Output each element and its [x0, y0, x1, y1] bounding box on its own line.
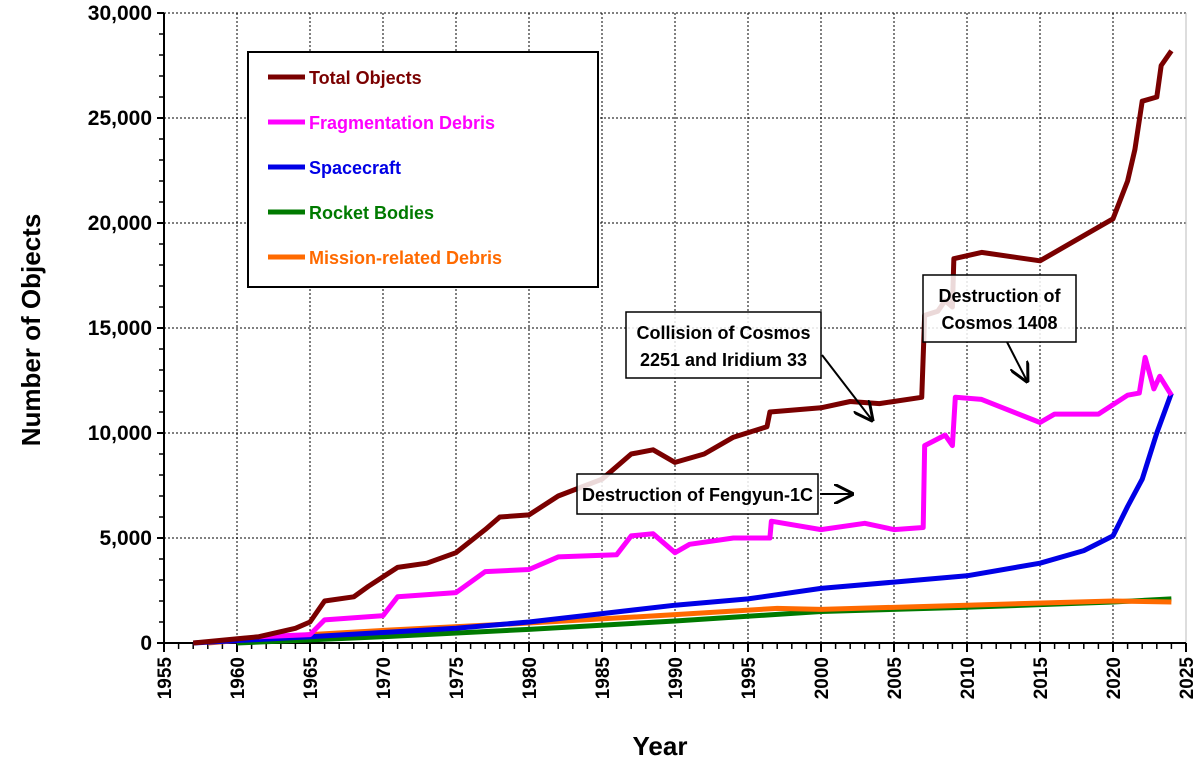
x-tick-label: 1980 — [520, 657, 541, 699]
x-tick-label: 2010 — [958, 657, 979, 699]
annotation-box — [922, 274, 1077, 343]
x-tick-label: 2000 — [812, 657, 833, 699]
x-tick-label: 2015 — [1031, 657, 1052, 700]
y-tick-label: 10,000 — [88, 422, 152, 445]
y-tick-label: 25,000 — [88, 107, 152, 130]
x-tick-label: 1965 — [301, 657, 322, 700]
legend — [247, 51, 599, 288]
y-tick-label: 20,000 — [88, 212, 152, 235]
x-tick-label: 1970 — [374, 657, 395, 699]
annotation-text: Collision of Cosmos — [636, 323, 810, 343]
y-axis-label: Number of Objects — [16, 214, 46, 447]
y-tick-label: 0 — [140, 632, 152, 655]
x-tick-label: 1985 — [593, 657, 614, 700]
x-tick-label: 2025 — [1177, 657, 1198, 700]
series-line-fragmentation-debris — [258, 354, 1174, 640]
y-tick-label: 15,000 — [88, 317, 152, 340]
annotation-box — [576, 473, 819, 515]
legend-label: Mission-related Debris — [309, 248, 502, 268]
annotation-arrow — [1006, 341, 1027, 381]
x-tick-label: 1995 — [739, 657, 760, 700]
legend-label: Fragmentation Debris — [309, 113, 495, 133]
annotation-text: Cosmos 1408 — [941, 313, 1057, 333]
series-line-spacecraft — [193, 392, 1174, 646]
x-tick-label: 1955 — [155, 657, 176, 700]
x-tick-label: 1975 — [447, 657, 468, 700]
x-tick-label: 2020 — [1104, 657, 1125, 699]
annotation-box — [625, 311, 822, 379]
annotation-text: Destruction of — [938, 286, 1061, 306]
series-line-total-objects — [192, 49, 1174, 646]
x-axis-label: Year — [633, 731, 688, 761]
legend-label: Rocket Bodies — [309, 203, 434, 223]
annotation-text: Destruction of Fengyun-1C — [582, 485, 813, 505]
annotation-arrow — [821, 354, 872, 420]
annotation-text: 2251 and Iridium 33 — [640, 350, 807, 370]
x-tick-label: 2005 — [885, 657, 906, 700]
legend-label: Spacecraft — [309, 158, 401, 178]
legend-label: Total Objects — [309, 68, 422, 88]
x-tick-label: 1990 — [666, 657, 687, 699]
y-tick-label: 5,000 — [99, 527, 152, 550]
x-tick-label: 1960 — [228, 657, 249, 699]
y-tick-label: 30,000 — [88, 2, 152, 25]
